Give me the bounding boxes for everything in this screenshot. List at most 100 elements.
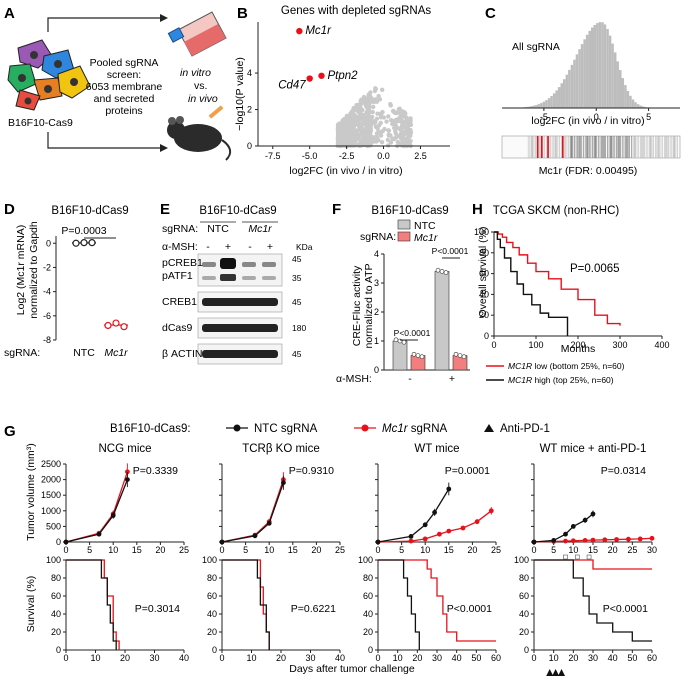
growth-mc1r-point	[437, 531, 442, 537]
y-tick-label: 60	[519, 591, 529, 601]
volcano-background-points	[335, 86, 414, 149]
d-title: B16F10-dCas9	[51, 205, 128, 217]
g-subpanel-title: TCRβ KO mice	[242, 443, 320, 455]
f-title: B16F10-dCas9	[371, 205, 448, 217]
y-tick-label: 0	[484, 331, 489, 341]
histogram-bar	[631, 99, 635, 108]
volcano-point	[353, 143, 358, 148]
y-tick-label: 20	[519, 627, 529, 637]
x-tick-label: 0	[63, 545, 68, 555]
histogram-bar	[583, 39, 586, 108]
cell-nucleus	[24, 97, 32, 105]
histogram-bar	[619, 70, 622, 108]
histogram-bar	[573, 59, 576, 108]
km-curve-mc1r-high	[494, 231, 569, 336]
panel-label-a: A	[4, 5, 15, 22]
survival-ntc	[66, 559, 117, 650]
survival-mc1r	[534, 559, 652, 570]
y-tick-label: 0	[212, 645, 217, 655]
growth-mc1r-point	[446, 528, 452, 534]
volcano-point	[349, 118, 354, 124]
y-tick-label: 80	[363, 573, 373, 583]
x-tick-label: 0	[375, 545, 380, 555]
volcano-point	[379, 140, 385, 145]
growth-ntc	[65, 479, 129, 543]
h-legend-low: MC1R low (bottom 25%, n=60)	[508, 361, 625, 371]
screen-text-line: Pooled sgRNA	[90, 57, 159, 69]
volcano-point	[384, 119, 389, 124]
y-tick-label: -2	[43, 262, 51, 272]
y-tick-label: 0	[56, 645, 61, 655]
histogram-bar	[613, 52, 617, 108]
histogram-bar	[565, 74, 569, 108]
growth-mc1r-point	[422, 536, 428, 542]
volcano-point	[344, 113, 350, 119]
x-tick-label: 20	[311, 545, 321, 555]
cell-nucleus	[70, 78, 78, 86]
y-tick-label: 100	[202, 555, 217, 565]
growth-ntc-point	[125, 477, 130, 482]
y-tick-label: 60	[51, 591, 61, 601]
volcano-point	[354, 128, 360, 133]
volcano-point	[337, 124, 342, 129]
x-tick-label: 10	[108, 545, 118, 555]
histogram-bar	[608, 35, 612, 108]
f-legend-swatch-ntc	[397, 219, 411, 230]
histogram-bar	[626, 91, 630, 108]
bar-point	[443, 270, 449, 275]
volcano-point	[342, 135, 347, 140]
growth-ntc-point	[375, 539, 381, 545]
y-tick-label: 20	[207, 627, 217, 637]
histogram-bar	[555, 90, 558, 108]
y-tick-label: -4	[43, 287, 51, 297]
histogram-bar	[603, 24, 607, 108]
volcano-point	[373, 124, 379, 129]
growth-mc1r	[65, 471, 129, 543]
x-tick-label: 30	[588, 653, 598, 663]
g-survival-pvalue: P<0.0001	[603, 603, 648, 615]
e-msh-caption: α-MSH:	[162, 241, 198, 253]
volcano-point	[362, 132, 368, 137]
all-sgrna-label: All sgRNA	[512, 41, 560, 53]
g-subpanel-title: NCG mice	[98, 443, 151, 455]
volcano-point	[388, 133, 393, 138]
pd1-growth-marker	[586, 554, 592, 560]
histogram-bar	[596, 23, 599, 109]
x-tick-label: -7.5	[265, 151, 281, 161]
volcano-point	[373, 86, 378, 91]
bar-point	[419, 354, 425, 360]
y-tick-label: 4	[374, 249, 379, 259]
e-title: B16F10-dCas9	[199, 205, 276, 217]
g-survival-pvalue: P=0.6221	[291, 603, 336, 615]
y-tick-label: 1	[374, 336, 379, 346]
bar-point	[435, 267, 441, 273]
growth-ntc-point	[531, 539, 537, 545]
bar-point	[453, 351, 459, 357]
h-legend-high: MC1R high (top 25%, n=60)	[508, 375, 614, 385]
histogram-bar	[578, 49, 581, 108]
highlight-point-cd47	[306, 75, 313, 82]
volcano-point	[354, 131, 360, 136]
x-tick-label: 60	[491, 653, 501, 663]
x-tick-label: 0	[531, 653, 536, 663]
y-tick-label: 80	[51, 573, 61, 583]
x-tick-label: 0	[375, 653, 380, 663]
volcano-point	[368, 132, 373, 137]
highlight-label-mc1r: Mc1r	[305, 25, 332, 37]
panel-label-b: B	[237, 5, 248, 22]
y-tick-label: 0	[524, 645, 529, 655]
blot-marker: 45	[292, 254, 302, 264]
histogram-bar	[537, 104, 541, 108]
histogram-bar	[568, 69, 571, 108]
x-tick-label: 400	[654, 340, 669, 350]
cell-nucleus	[44, 85, 52, 93]
f-sgrna-caption: sgRNA:	[360, 231, 396, 243]
x-tick-label: 0	[491, 340, 496, 350]
volcano-point	[348, 128, 354, 133]
panel-a-schematic: B16F10-Cas9 Pooled sgRNA screen: 6053 me…	[7, 11, 232, 161]
e-msh-sign: -	[248, 241, 252, 253]
growth-ntc-point	[563, 531, 568, 537]
volcano-point	[358, 98, 363, 104]
y-tick-label: 2	[374, 307, 379, 317]
